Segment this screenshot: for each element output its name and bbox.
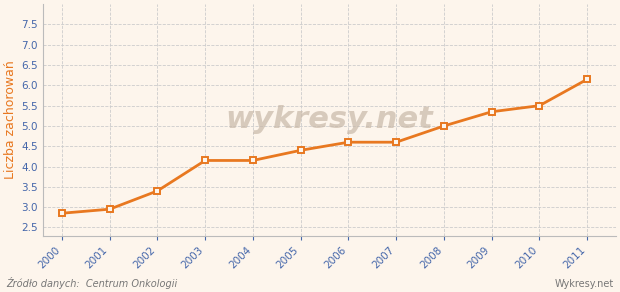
Text: Wykresy.net: Wykresy.net	[554, 279, 614, 289]
Text: Źródło danych:  Centrum Onkologii: Źródło danych: Centrum Onkologii	[6, 277, 177, 289]
Y-axis label: Liczba zachorowań: Liczba zachorowań	[4, 60, 17, 179]
Text: wykresy.net: wykresy.net	[226, 105, 433, 134]
